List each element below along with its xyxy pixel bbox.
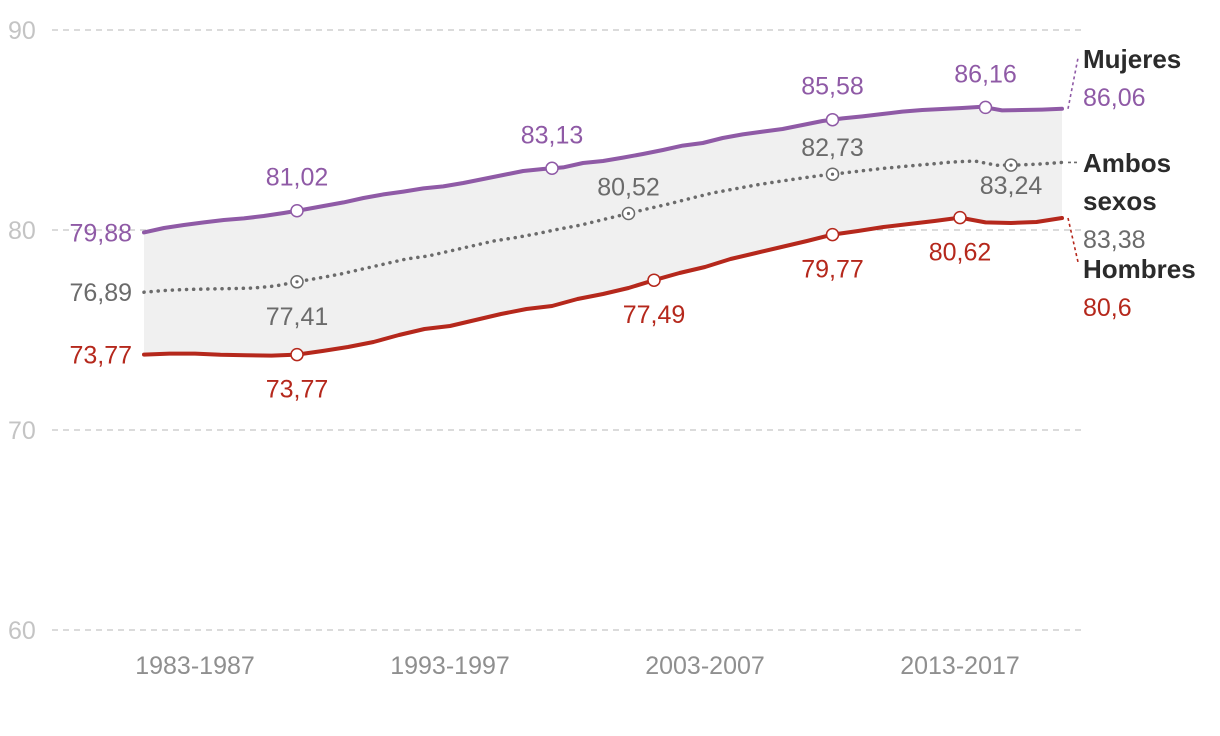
series-end-value-mujeres: 86,06 xyxy=(1083,84,1146,112)
value-label-ambos-sexos: 83,24 xyxy=(980,172,1043,200)
marker-dot-ambos-sexos xyxy=(626,211,631,216)
marker-dot-ambos-sexos xyxy=(1009,163,1013,167)
value-label-mujeres: 86,16 xyxy=(954,60,1017,88)
marker-mujeres xyxy=(978,100,993,115)
marker-hombres xyxy=(953,210,967,225)
x-tick-label: 2003-2007 xyxy=(645,652,765,680)
connector-mujeres xyxy=(1067,57,1079,109)
series-name-hombres: Hombres xyxy=(1083,254,1196,284)
value-label-ambos-sexos: 80,52 xyxy=(597,174,660,202)
value-label-mujeres: 83,13 xyxy=(521,121,584,149)
value-label-hombres: 73,77 xyxy=(266,376,329,404)
value-label-hombres: 79,77 xyxy=(801,256,864,284)
marker-hombres xyxy=(290,347,304,362)
x-axis-ticks: 1983-1987 1993-1997 2003-2007 2013-2017 xyxy=(135,652,1020,680)
series-name-ambos-sexos: sexos xyxy=(1083,186,1157,216)
value-label-mujeres: 85,58 xyxy=(801,73,864,101)
value-label-mujeres: 79,88 xyxy=(69,219,132,247)
value-label-hombres: 80,62 xyxy=(929,239,992,267)
marker-mujeres xyxy=(545,161,559,176)
marker-dot-ambos-sexos xyxy=(830,172,835,176)
x-tick-label: 2013-2017 xyxy=(900,652,1020,680)
value-label-mujeres: 81,02 xyxy=(266,164,329,192)
marker-dot-ambos-sexos xyxy=(295,280,299,284)
marker-mujeres xyxy=(290,203,304,218)
y-gridlines xyxy=(52,29,1082,631)
value-label-ambos-sexos: 77,41 xyxy=(266,303,329,331)
series-name-mujeres: Mujeres xyxy=(1083,44,1181,74)
marker-hombres xyxy=(647,273,661,287)
value-label-ambos-sexos: 82,73 xyxy=(801,134,864,162)
connector-hombres xyxy=(1067,217,1079,263)
value-label-ambos-sexos: 76,89 xyxy=(69,279,132,307)
y-tick-label: 60 xyxy=(8,617,36,645)
x-tick-label: 1983-1987 xyxy=(135,652,255,680)
y-tick-label: 80 xyxy=(8,217,36,245)
series-end-value-ambos-sexos: 83,38 xyxy=(1083,226,1146,254)
y-tick-label: 90 xyxy=(8,17,36,45)
annotation-labels: 79,88 81,02 83,13 85,58 86,16 76,89 77,41 80,52… xyxy=(69,60,1042,403)
annotation-markers xyxy=(290,100,1018,362)
x-tick-label: 1993-1997 xyxy=(390,652,510,680)
series-name-ambos-sexos: Ambos xyxy=(1083,148,1171,178)
value-label-hombres: 77,49 xyxy=(623,301,686,329)
value-label-hombres: 73,77 xyxy=(69,342,132,370)
y-tick-label: 70 xyxy=(8,417,36,445)
marker-hombres xyxy=(825,227,840,242)
marker-mujeres xyxy=(825,112,840,127)
series-end-value-hombres: 80,6 xyxy=(1083,294,1132,322)
y-axis-ticks: 60 70 80 90 xyxy=(8,17,36,645)
